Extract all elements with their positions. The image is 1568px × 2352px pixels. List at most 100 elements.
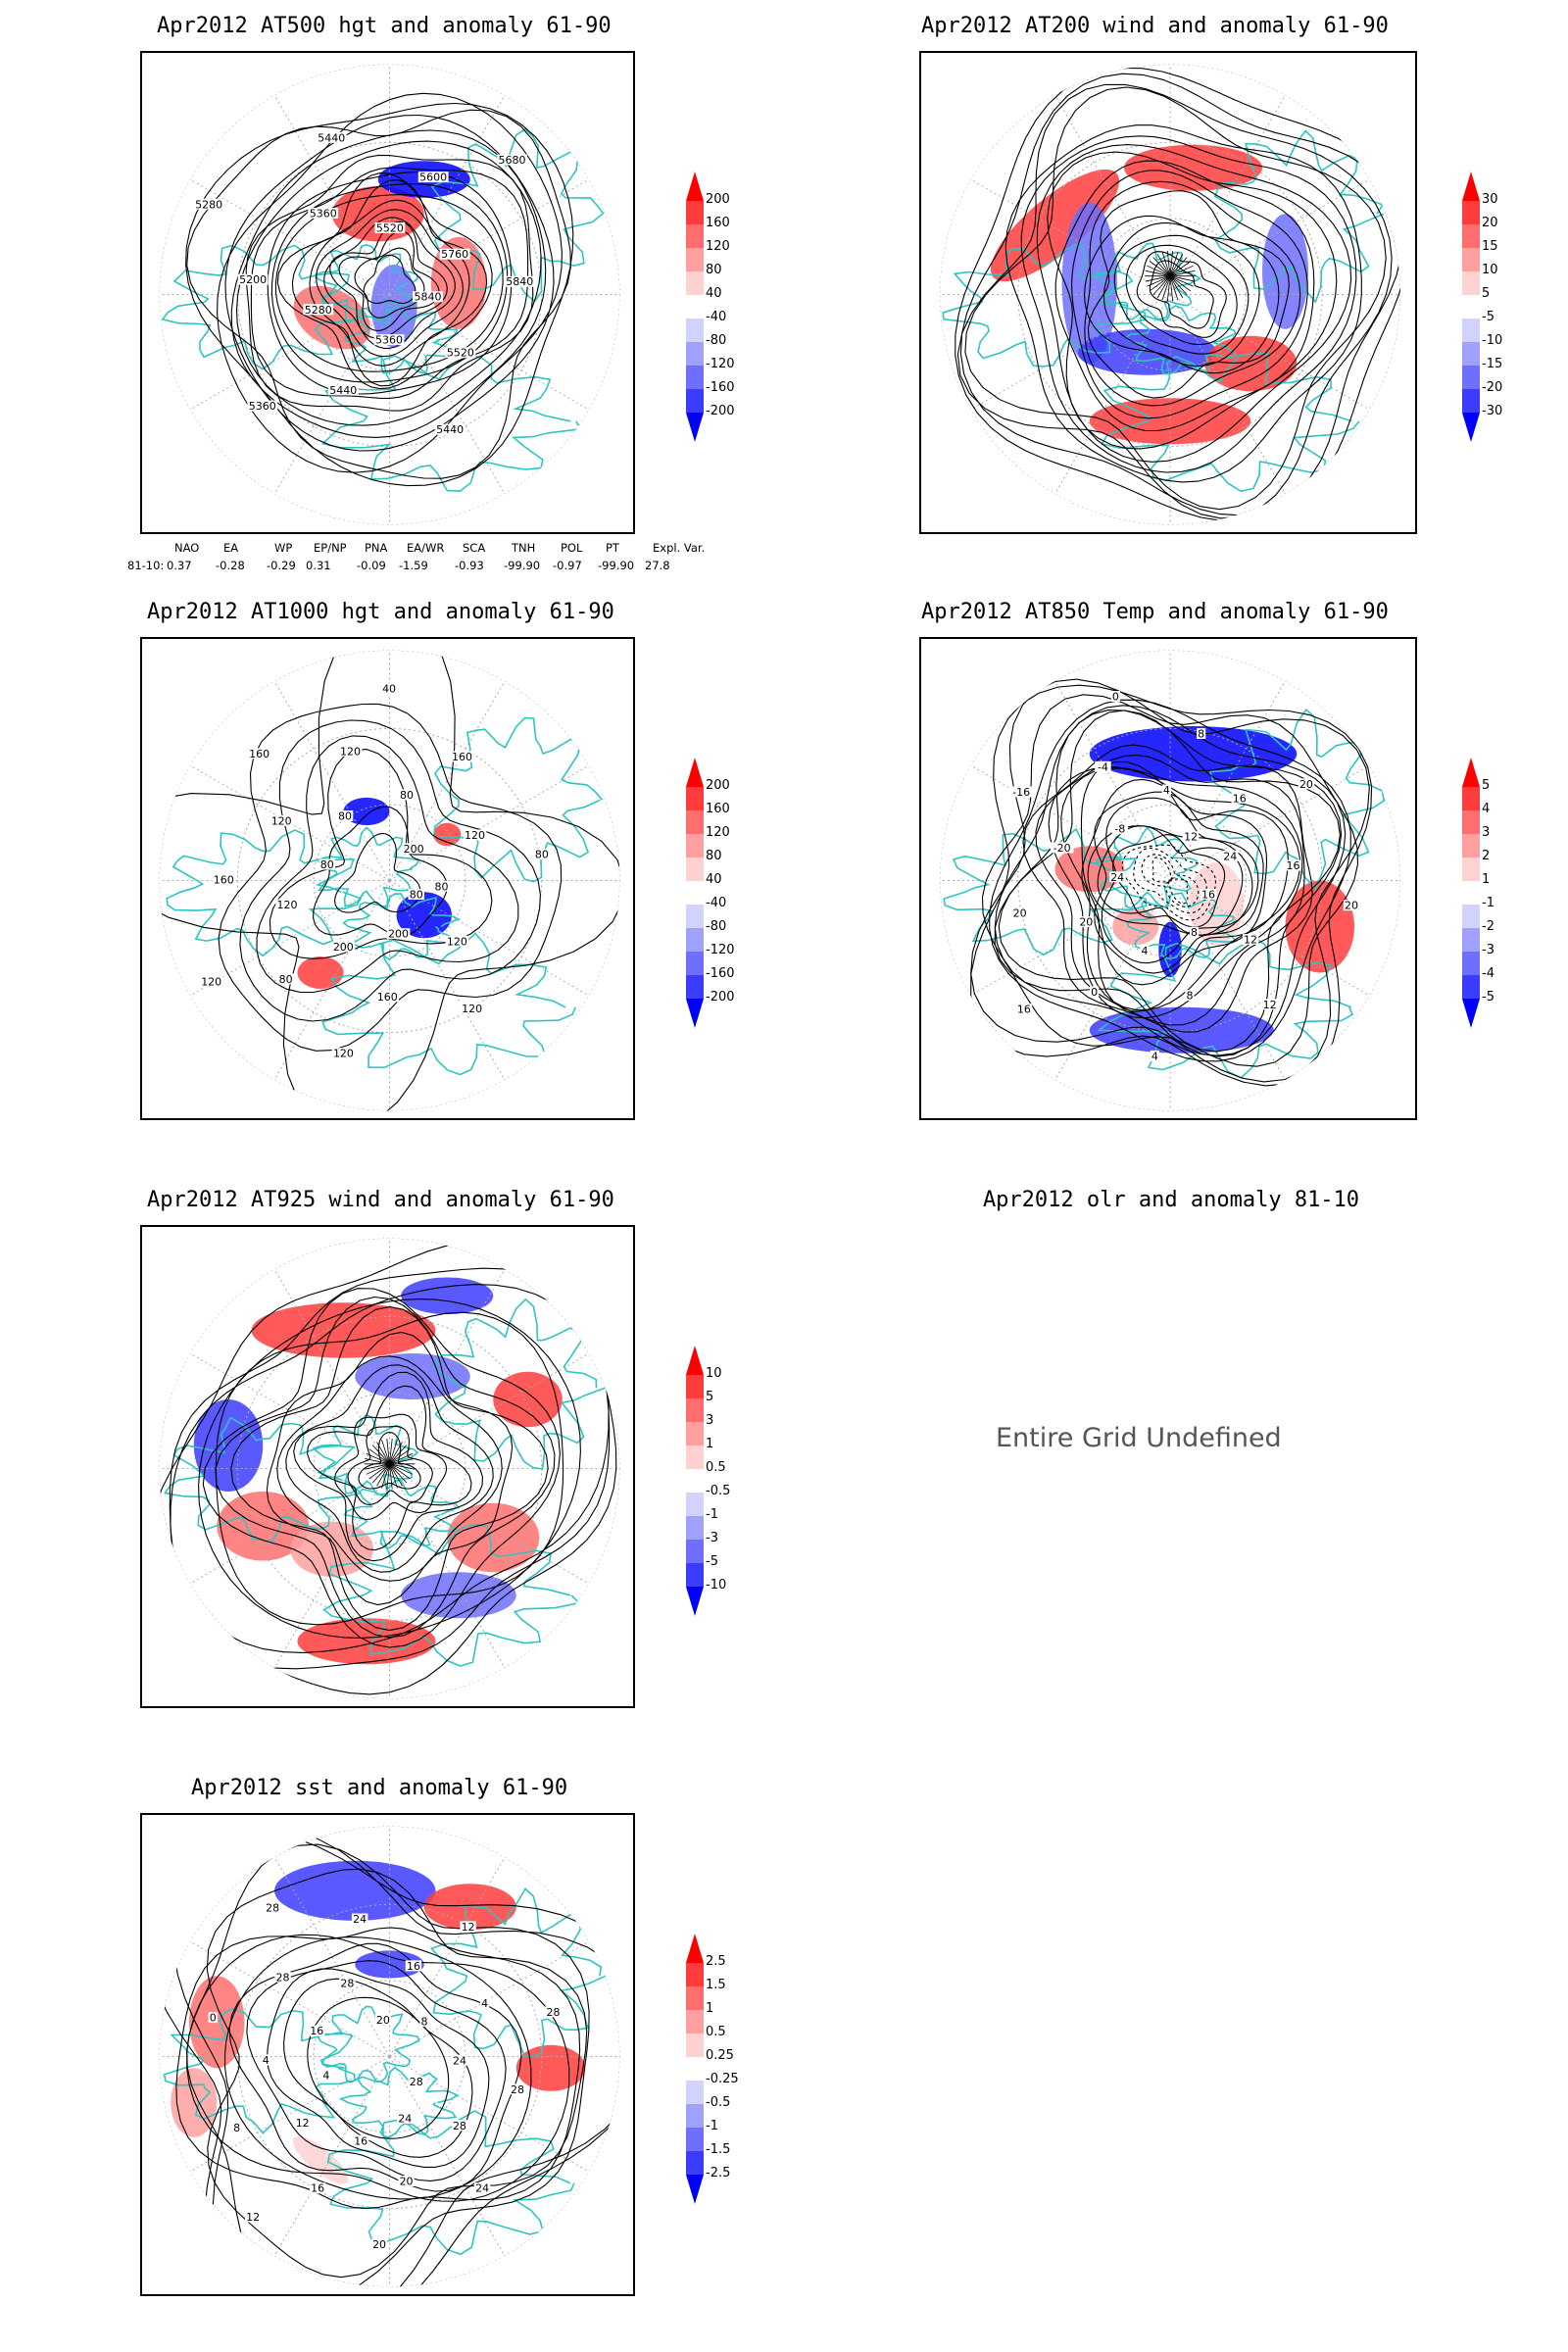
contour-line [1113, 234, 1250, 355]
contour-line [1048, 766, 1303, 1019]
coastline [320, 354, 583, 492]
streamline-ray [1169, 270, 1196, 277]
meridian-line [273, 94, 390, 295]
colorbar-label: -10 [1482, 333, 1503, 348]
contour-line [970, 678, 1370, 1083]
anomaly-shading [1124, 144, 1262, 191]
streamline-ray [1169, 257, 1188, 276]
streamline-ray [1169, 275, 1174, 302]
contour-line [175, 1927, 581, 2210]
contour-line [266, 1331, 514, 1606]
contour-line [283, 1978, 473, 2158]
contour-label-bg [331, 1048, 356, 1059]
contour-label-group: 16 12 12 8 8 4 4 0 16 20 20 24 -20 -16 -8 -4 0 4 8 12 16 20 24… [1009, 691, 1360, 1062]
anomaly-shading [1285, 880, 1354, 973]
colorbar-wind925: 10 5 3 1 0.5 -0.5 -1 -3 -5 -10 [684, 1346, 762, 1616]
contour-label-bg [274, 1971, 291, 1983]
colorbar-z500: 200 160 120 80 40 -40 -80 -120 -160 -200 [684, 172, 762, 442]
contour-line [1036, 144, 1352, 463]
contour-label: 24 [453, 2054, 466, 2067]
streamline-ray [1166, 275, 1171, 302]
contour-label-group: 28 28 24 24 20 20 16 16 12 12 8 4 4 0 16 28 28 28 24 20 16 12… [208, 1902, 562, 2251]
coastline [344, 306, 459, 375]
contour-label-bg [1231, 792, 1249, 804]
index-header: SCA [463, 541, 486, 555]
colorbar-swatch [686, 2081, 704, 2104]
contour-line [172, 1827, 620, 2287]
colorbar-swatch [686, 928, 704, 952]
streamline-ray [1169, 251, 1179, 276]
streamline-ray [366, 1452, 390, 1465]
colorbar-label: -1.5 [706, 2142, 731, 2157]
index-header: PT [606, 541, 619, 555]
contour-label: 5840 [506, 275, 533, 288]
index-value: -99.90 [598, 559, 635, 572]
colorbar-label: -40 [706, 896, 727, 910]
streamline-ray [376, 1463, 390, 1487]
colorbar-swatches [686, 758, 704, 1028]
contour-label-bg [463, 829, 487, 841]
colorbar-label: -0.5 [706, 1484, 731, 1498]
map-z1000: 80 120 120 200 160 120 200 80 120 120 160 80 120 160 8… [140, 637, 635, 1120]
contour-label: 200 [404, 843, 424, 856]
meridian-line [1054, 680, 1171, 881]
anomaly-shading [1089, 398, 1251, 445]
contour-label-bg [303, 304, 334, 316]
contour-label-bg [1150, 1050, 1159, 1061]
contour-label-bg [193, 198, 224, 210]
contour-label-bg [1108, 871, 1126, 883]
contour-label: 16 [1233, 792, 1247, 805]
contour-label-bg [545, 2006, 562, 2018]
contour-label-bg [504, 275, 535, 287]
contour-label: 120 [340, 745, 361, 758]
anomaly-shading [171, 2068, 218, 2137]
index-value: 0.37 [167, 559, 192, 572]
contour-label-bg [374, 221, 406, 233]
map-sst: 28 28 24 24 20 20 16 16 12 12 8 4 4 0 16 28 28 28 24 20 16 12… [140, 1813, 635, 2296]
index-header: EA/WR [407, 541, 445, 555]
contour-label-bg [264, 1902, 281, 1914]
coastline [429, 1887, 607, 2058]
streamline-ray [1156, 254, 1171, 276]
colorbar-swatch [1462, 758, 1480, 787]
contour-label-bg [433, 880, 450, 892]
contour-label-bg [208, 2012, 218, 2024]
index-header: Expl. Var. [653, 541, 706, 555]
contour-label: 20 [1345, 900, 1358, 912]
contour-label: 4 [1142, 945, 1149, 957]
colorbar-label: 15 [1482, 239, 1498, 254]
coastline [1101, 352, 1360, 493]
contour-label: 5360 [375, 334, 403, 347]
panel-title-olr: Apr2012 olr and anomaly 81-10 [982, 1188, 1360, 1212]
colorbar-swatch [1462, 975, 1480, 999]
colorbar-swatch [686, 2151, 704, 2175]
colorbar-swatch [686, 952, 704, 975]
contour-label-bg [460, 1003, 484, 1014]
colorbar-label: 10 [706, 1366, 722, 1381]
polar-map-sst: 28 28 24 24 20 20 16 16 12 12 8 4 4 0 16 28 28 28 24 20 16 12… [159, 1826, 620, 2287]
colorbar-swatch [1462, 224, 1480, 248]
streamline-ray [389, 1440, 398, 1464]
contour-label: 200 [333, 941, 354, 954]
colorbar-sst: 2.5 1.5 1 0.5 0.25 -0.25 -0.5 -1 -1.5 -2.5 [684, 1934, 762, 2204]
anomaly-shading [1089, 726, 1298, 782]
contour-line [276, 1355, 503, 1582]
contour-line [338, 230, 440, 332]
contour-label-bg [261, 2054, 270, 2066]
contour-label-bg [408, 888, 424, 900]
meridian-line [1169, 764, 1370, 881]
colorbar-swatch [1462, 389, 1480, 413]
streamline-ray [1161, 251, 1171, 276]
contour-label-bg [244, 2211, 262, 2223]
meridian-line [1054, 94, 1171, 295]
contour-line [358, 1431, 421, 1490]
anomaly-shading [251, 1302, 436, 1358]
streamline-ray [1152, 257, 1171, 276]
contour-label: 5680 [499, 154, 526, 167]
contour-label-bg [309, 2182, 326, 2194]
contour-line [170, 1284, 610, 1653]
colorbar-swatch [686, 1375, 704, 1398]
contour-label-group: 5840 5520 5440 5360 5440 5360 5280 5200 5280 5360… [193, 131, 535, 436]
streamline-ray [1169, 275, 1194, 287]
meridian-line [273, 880, 390, 1081]
